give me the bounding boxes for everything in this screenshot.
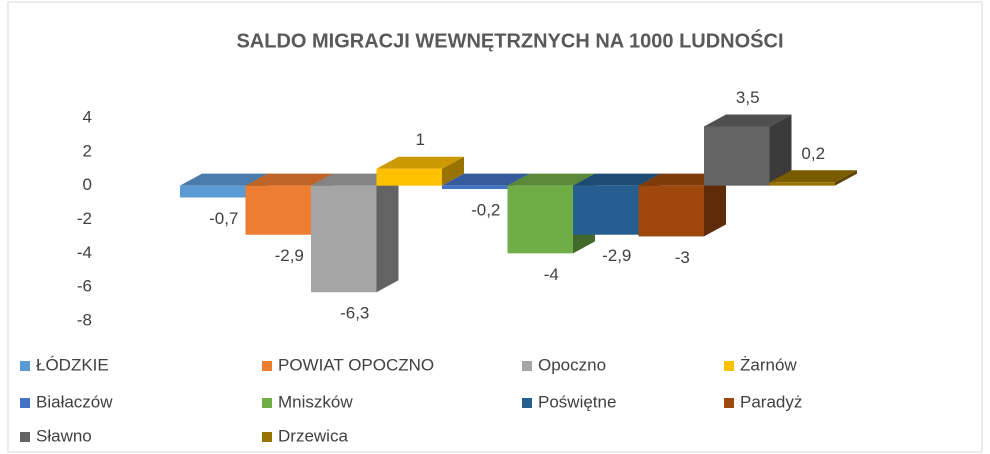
legend-swatch: [522, 361, 532, 371]
legend-swatch: [20, 398, 30, 408]
legend-swatch: [262, 398, 272, 408]
bar: [442, 185, 508, 190]
bar-top: [245, 173, 333, 186]
bar: [769, 182, 835, 186]
bar-side: [704, 173, 726, 237]
bar-side: [376, 173, 399, 293]
bar: [180, 185, 246, 198]
bar-top: [442, 173, 530, 186]
legend-swatch: [522, 398, 532, 408]
y-tick-label: 0: [83, 175, 92, 194]
data-label: -0,7: [209, 209, 238, 228]
data-label: -4: [544, 265, 559, 284]
legend-label: POWIAT OPOCZNO: [278, 355, 434, 374]
data-label: -0,2: [471, 201, 500, 220]
legend-label: Żarnów: [740, 355, 797, 374]
bar: [245, 185, 311, 235]
data-label: 1: [416, 130, 425, 149]
y-tick-label: -6: [77, 277, 92, 296]
legend-swatch: [724, 361, 734, 371]
legend-swatch: [20, 361, 30, 371]
legend-label: Poświętne: [538, 392, 616, 411]
chart-title: SALDO MIGRACJI WEWNĘTRZNYCH NA 1000 LUDN…: [236, 28, 783, 52]
y-tick-label: -4: [77, 243, 92, 262]
data-label: -6,3: [340, 304, 369, 323]
legend-swatch: [20, 432, 30, 442]
legend-label: Białaczów: [36, 392, 113, 411]
legend-label: Sławno: [36, 426, 92, 445]
bar-top: [507, 173, 595, 186]
legend-label: Opoczno: [538, 355, 606, 374]
bar: [376, 168, 442, 186]
y-tick-label: 2: [83, 141, 92, 160]
legend-label: ŁÓDZKIE: [36, 355, 109, 374]
legend-swatch: [262, 432, 272, 442]
bar: [507, 185, 573, 254]
bar-top: [769, 170, 857, 183]
bar-top: [704, 114, 792, 127]
bar: [704, 126, 770, 186]
legend-label: Drzewica: [278, 426, 348, 445]
legend-swatch: [724, 398, 734, 408]
y-tick-label: 4: [83, 107, 92, 126]
legend-label: Paradyż: [740, 392, 802, 411]
data-label: 3,5: [736, 88, 760, 107]
bar-side: [835, 170, 857, 186]
data-label: -3: [675, 248, 690, 267]
bar-top: [573, 173, 661, 186]
bar: [573, 185, 639, 235]
legend-label: Mniszków: [278, 392, 353, 411]
bar-top: [376, 156, 464, 169]
data-label: -2,9: [275, 246, 304, 265]
bar: [311, 185, 377, 293]
y-tick-label: -2: [77, 209, 92, 228]
y-tick-label: -8: [77, 310, 92, 329]
bar-top: [180, 173, 268, 186]
data-label: -2,9: [602, 246, 631, 265]
chart-frame: [7, 1, 983, 453]
bar: [638, 185, 704, 237]
bar-side: [769, 114, 792, 186]
legend-swatch: [262, 361, 272, 371]
bar-side: [442, 156, 464, 186]
data-label: 0,2: [801, 144, 825, 163]
